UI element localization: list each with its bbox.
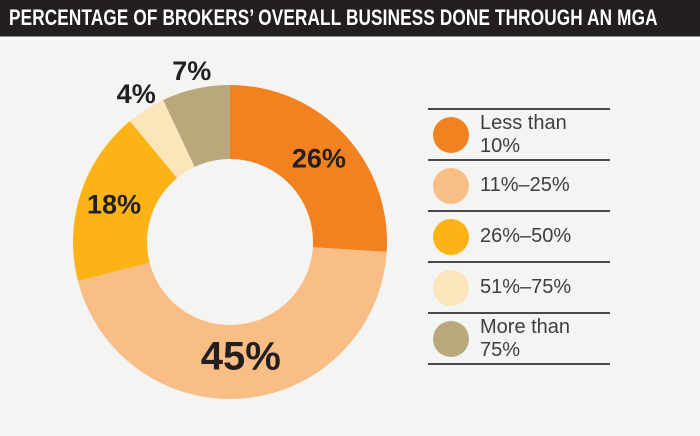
legend-label: Less than 10% xyxy=(480,111,567,157)
chart-area: 26% 45% 18% 4% 7% Less than 10% 11%–25% 26%–50… xyxy=(0,40,700,436)
legend-item: Less than 10% xyxy=(428,108,610,159)
chart-legend: Less than 10% 11%–25% 26%–50% 51%–75% More t… xyxy=(428,108,610,365)
legend-label: 51%–75% xyxy=(480,276,572,298)
donut-chart: 26% 45% 18% 4% 7% xyxy=(72,56,387,400)
donut-slice xyxy=(77,247,387,400)
slice-label: 18% xyxy=(87,189,141,219)
legend-item: 51%–75% xyxy=(428,261,610,312)
legend-item: More than 75% xyxy=(428,312,610,365)
legend-swatch xyxy=(433,269,469,306)
donut-slice xyxy=(129,99,195,179)
legend-swatch xyxy=(433,218,469,255)
legend-label: More than 75% xyxy=(480,315,571,361)
donut-slice xyxy=(72,121,178,282)
legend-label: 11%–25% xyxy=(480,174,570,196)
chart-title: PERCENTAGE OF BROKERS’ OVERALL BUSINESS … xyxy=(9,5,658,30)
slice-label: 45% xyxy=(201,335,281,379)
slice-label: 4% xyxy=(117,79,156,109)
header-divider xyxy=(0,36,700,40)
legend-label: 26%–50% xyxy=(480,225,572,247)
chart-header: PERCENTAGE OF BROKERS’ OVERALL BUSINESS … xyxy=(0,0,700,36)
legend-swatch xyxy=(433,167,469,204)
legend-item: 11%–25% xyxy=(428,159,610,210)
slice-label: 26% xyxy=(292,144,346,174)
legend-swatch xyxy=(433,320,469,357)
donut-slice xyxy=(163,85,230,167)
slice-label: 7% xyxy=(172,56,211,86)
legend-item: 26%–50% xyxy=(428,210,610,261)
chart-panel: PERCENTAGE OF BROKERS’ OVERALL BUSINESS … xyxy=(0,0,700,400)
legend-swatch xyxy=(433,116,469,153)
donut-slice xyxy=(230,85,387,252)
